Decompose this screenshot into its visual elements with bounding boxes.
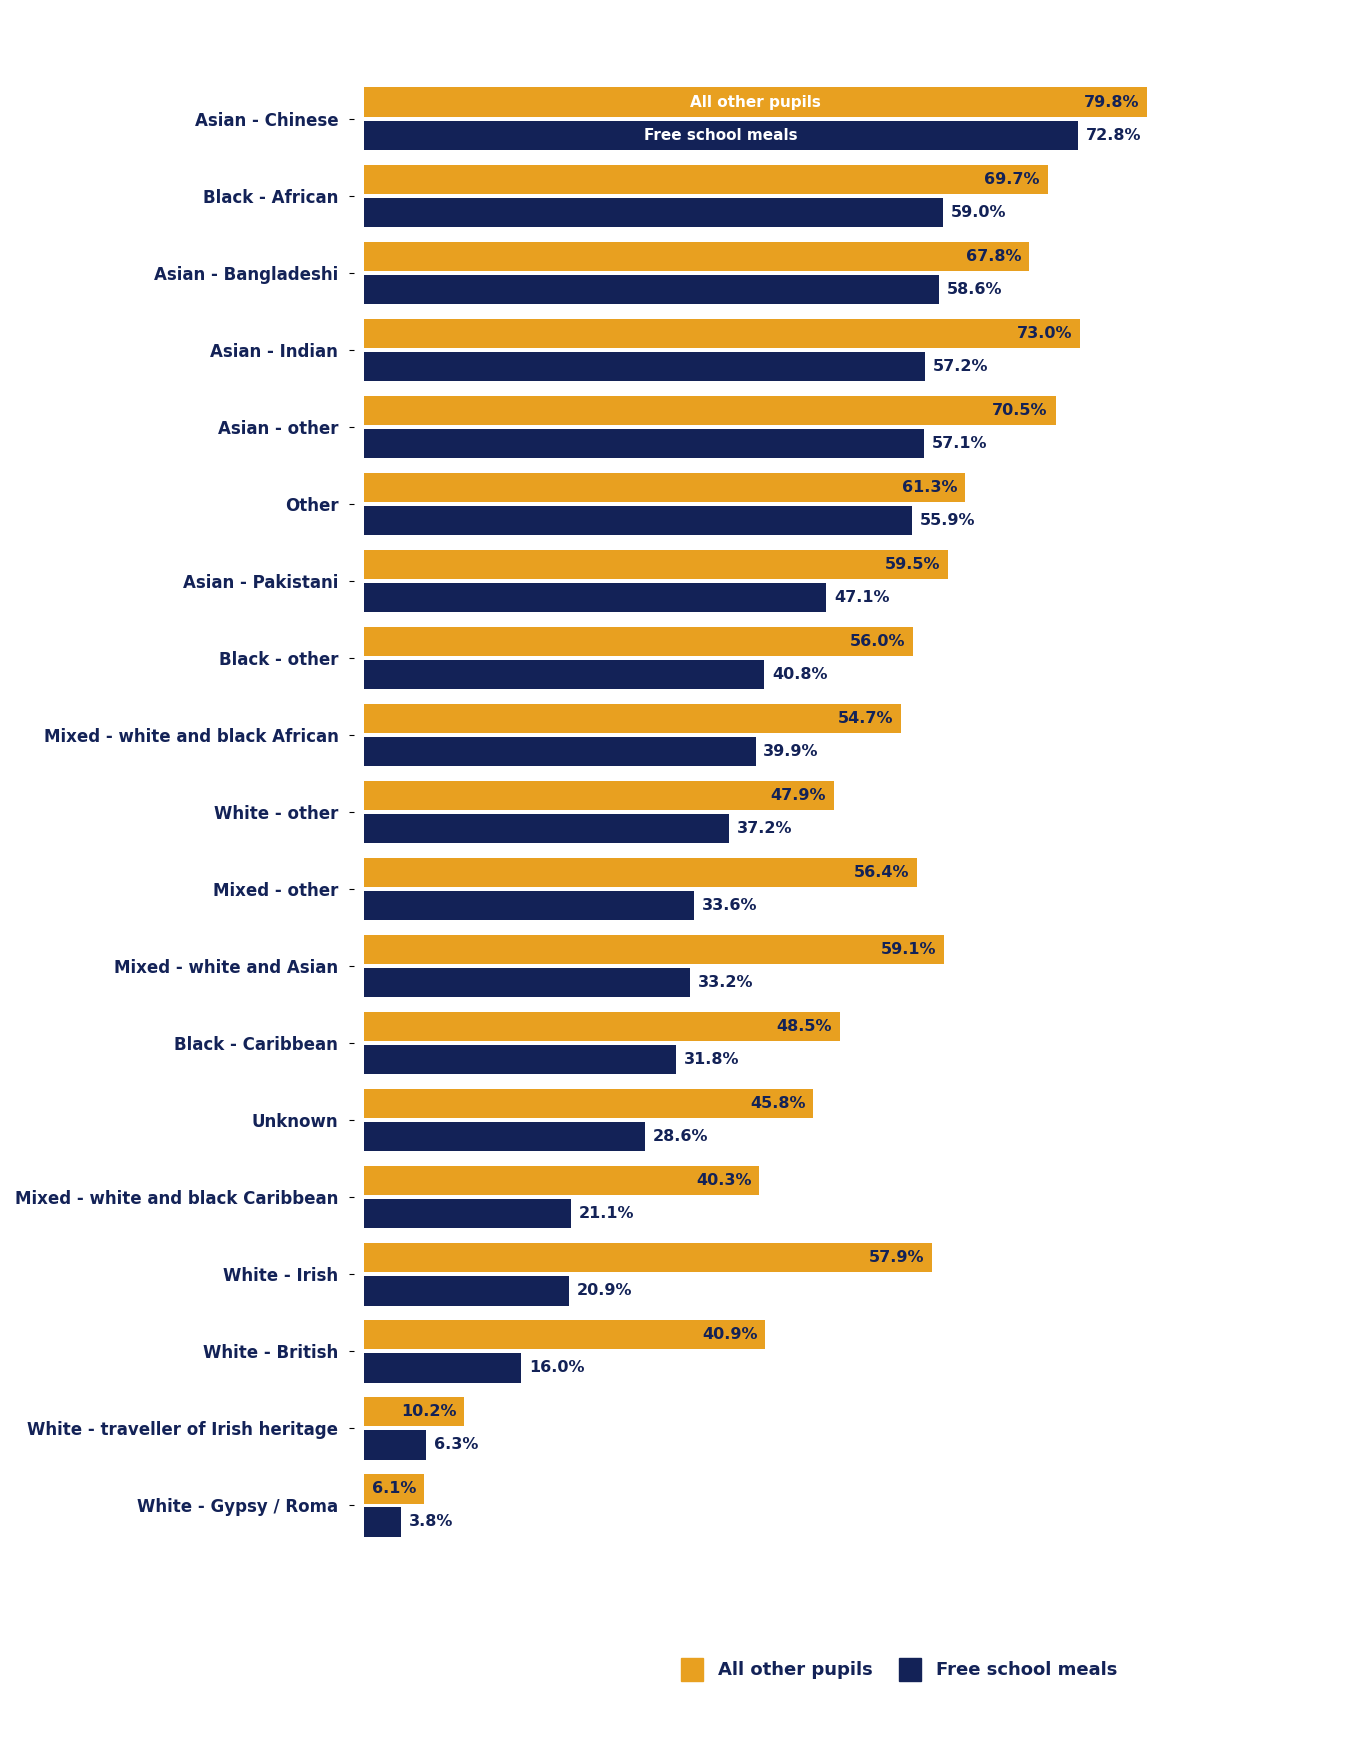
Bar: [364, 1123, 645, 1151]
Text: 56.0%: 56.0%: [850, 634, 906, 649]
Bar: [364, 505, 913, 535]
Text: 21.1%: 21.1%: [579, 1206, 635, 1221]
Text: Free school meals: Free school meals: [645, 128, 798, 143]
Bar: [364, 1012, 840, 1042]
Text: 61.3%: 61.3%: [902, 480, 957, 495]
Legend: All other pupils, Free school meals: All other pupils, Free school meals: [675, 1651, 1125, 1688]
Text: 3.8%: 3.8%: [409, 1515, 454, 1529]
Bar: [364, 660, 764, 690]
Bar: [364, 737, 756, 766]
Text: 6.1%: 6.1%: [371, 1482, 416, 1496]
Bar: [364, 781, 834, 810]
Text: 37.2%: 37.2%: [737, 822, 793, 836]
Bar: [364, 164, 1047, 194]
Bar: [364, 1045, 676, 1074]
Bar: [364, 704, 900, 734]
Text: 40.3%: 40.3%: [696, 1174, 752, 1188]
Text: 54.7%: 54.7%: [838, 711, 892, 725]
Text: 57.2%: 57.2%: [933, 359, 989, 373]
Bar: [364, 396, 1055, 424]
Bar: [364, 627, 914, 656]
Bar: [364, 88, 1146, 116]
Text: 40.9%: 40.9%: [702, 1327, 758, 1343]
Bar: [364, 275, 938, 304]
Bar: [364, 549, 948, 579]
Bar: [364, 1167, 759, 1195]
Text: 55.9%: 55.9%: [921, 512, 975, 528]
Text: 31.8%: 31.8%: [684, 1052, 740, 1067]
Text: 48.5%: 48.5%: [777, 1019, 832, 1035]
Text: 33.6%: 33.6%: [702, 898, 758, 913]
Text: 39.9%: 39.9%: [763, 744, 819, 759]
Bar: [364, 473, 966, 502]
Bar: [364, 1276, 568, 1306]
Bar: [364, 121, 1078, 150]
Bar: [364, 968, 690, 998]
Text: All other pupils: All other pupils: [690, 95, 821, 109]
Text: 73.0%: 73.0%: [1017, 326, 1072, 341]
Bar: [364, 813, 729, 843]
Text: 67.8%: 67.8%: [966, 248, 1021, 264]
Bar: [364, 891, 694, 920]
Text: 47.1%: 47.1%: [834, 590, 889, 605]
Bar: [364, 197, 942, 227]
Text: 72.8%: 72.8%: [1087, 128, 1141, 143]
Bar: [364, 935, 944, 964]
Bar: [364, 1507, 401, 1536]
Bar: [364, 319, 1080, 348]
Bar: [364, 583, 826, 612]
Bar: [364, 352, 925, 380]
Bar: [364, 241, 1030, 271]
Text: 56.4%: 56.4%: [854, 864, 910, 880]
Text: 47.9%: 47.9%: [771, 788, 826, 803]
Text: 28.6%: 28.6%: [653, 1130, 709, 1144]
Text: 69.7%: 69.7%: [985, 172, 1040, 187]
Text: 58.6%: 58.6%: [947, 282, 1002, 297]
Bar: [364, 1199, 571, 1228]
Text: 40.8%: 40.8%: [772, 667, 828, 683]
Text: 45.8%: 45.8%: [749, 1096, 805, 1111]
Text: 57.1%: 57.1%: [932, 436, 987, 451]
Text: 6.3%: 6.3%: [434, 1438, 479, 1452]
Bar: [364, 1089, 813, 1118]
Bar: [364, 1353, 521, 1383]
Text: 59.1%: 59.1%: [880, 942, 936, 957]
Text: 57.9%: 57.9%: [869, 1250, 925, 1265]
Text: 20.9%: 20.9%: [577, 1283, 632, 1299]
Text: 33.2%: 33.2%: [698, 975, 753, 991]
Bar: [364, 1243, 932, 1272]
Text: 59.5%: 59.5%: [884, 556, 940, 572]
Text: 79.8%: 79.8%: [1084, 95, 1140, 109]
Bar: [364, 1431, 426, 1459]
Bar: [364, 1320, 766, 1350]
Text: 10.2%: 10.2%: [401, 1404, 457, 1419]
Bar: [364, 429, 925, 458]
Text: 16.0%: 16.0%: [529, 1360, 585, 1375]
Bar: [364, 1397, 464, 1426]
Text: 59.0%: 59.0%: [951, 204, 1006, 220]
Bar: [364, 857, 918, 887]
Text: 70.5%: 70.5%: [993, 403, 1047, 417]
Bar: [364, 1475, 424, 1503]
